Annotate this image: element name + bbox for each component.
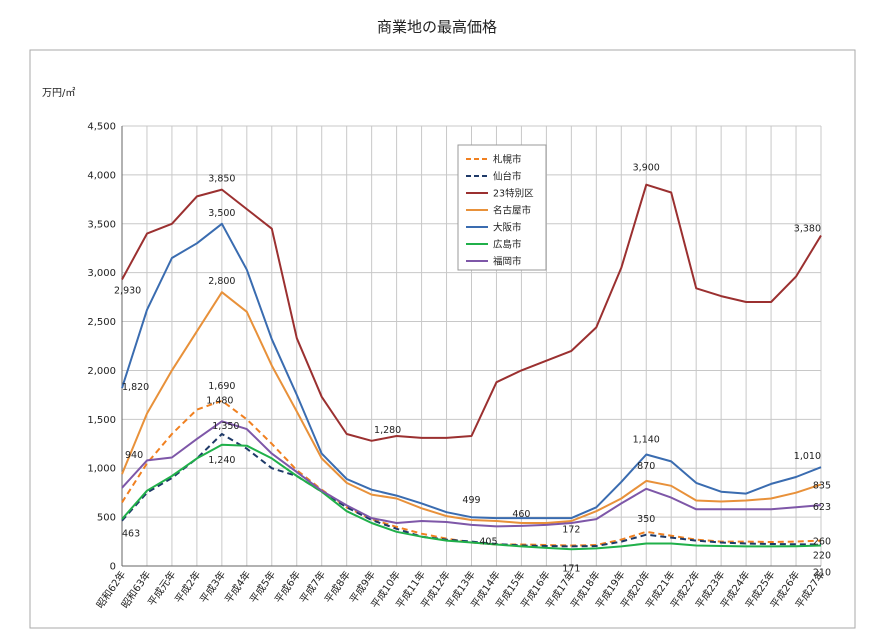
data-label: 171 bbox=[562, 563, 580, 574]
series-line-3 bbox=[121, 291, 822, 524]
data-label: 835 bbox=[813, 480, 831, 491]
chart-frame bbox=[29, 49, 856, 629]
data-label: 499 bbox=[462, 495, 480, 506]
y-tick-label: 1,000 bbox=[87, 464, 116, 475]
data-label: 3,500 bbox=[208, 208, 235, 219]
y-axis-label: 万円/㎡ bbox=[42, 87, 75, 99]
data-label: 940 bbox=[125, 450, 143, 461]
data-label: 870 bbox=[637, 461, 655, 472]
data-label: 220 bbox=[813, 550, 831, 561]
data-label: 463 bbox=[122, 529, 140, 540]
data-label: 3,850 bbox=[208, 174, 235, 185]
series-line-1 bbox=[121, 433, 822, 548]
y-tick-label: 500 bbox=[97, 513, 116, 524]
data-label: 1,820 bbox=[122, 382, 149, 393]
data-label: 3,900 bbox=[633, 163, 660, 174]
y-tick-label: 2,000 bbox=[87, 366, 116, 377]
data-label: 3,380 bbox=[794, 224, 821, 235]
data-label: 1,480 bbox=[206, 395, 233, 406]
chart-title: 商業地の最高価格 bbox=[376, 18, 497, 36]
y-tick-label: 0 bbox=[110, 562, 116, 573]
y-tick-label: 3,500 bbox=[87, 219, 116, 230]
y-tick-label: 4,500 bbox=[87, 122, 116, 133]
data-label: 405 bbox=[479, 536, 497, 547]
y-tick-label: 2,500 bbox=[87, 317, 116, 328]
data-label: 1,010 bbox=[794, 451, 821, 462]
data-label: 260 bbox=[813, 537, 831, 548]
legend-label: 札幌市 bbox=[493, 154, 522, 166]
data-label: 460 bbox=[512, 509, 530, 520]
data-label: 210 bbox=[813, 567, 831, 578]
data-label: 350 bbox=[637, 514, 655, 525]
legend-label: 仙台市 bbox=[493, 171, 522, 183]
legend-label: 名古屋市 bbox=[493, 205, 532, 217]
series-line-2 bbox=[121, 183, 822, 442]
data-label: 1,280 bbox=[374, 425, 401, 436]
y-tick-label: 4,000 bbox=[87, 170, 116, 181]
legend-label: 大阪市 bbox=[493, 222, 522, 234]
data-label: 172 bbox=[562, 524, 580, 535]
data-label: 623 bbox=[813, 502, 831, 513]
series-line-6 bbox=[121, 420, 822, 528]
data-label: 1,350 bbox=[212, 421, 239, 432]
y-tick-label: 3,000 bbox=[87, 268, 116, 279]
data-label: 1,690 bbox=[208, 381, 235, 392]
series-line-5 bbox=[121, 443, 822, 551]
data-label: 2,930 bbox=[114, 286, 141, 297]
series-line-4 bbox=[121, 222, 822, 520]
data-label: 2,800 bbox=[208, 276, 235, 287]
legend-label: 23特別区 bbox=[493, 188, 534, 200]
data-label: 1,140 bbox=[633, 435, 660, 446]
legend-box bbox=[457, 144, 547, 271]
legend-label: 広島市 bbox=[493, 239, 522, 251]
legend-label: 福岡市 bbox=[493, 256, 522, 268]
y-tick-label: 1,500 bbox=[87, 415, 116, 426]
data-label: 1,240 bbox=[208, 455, 235, 466]
